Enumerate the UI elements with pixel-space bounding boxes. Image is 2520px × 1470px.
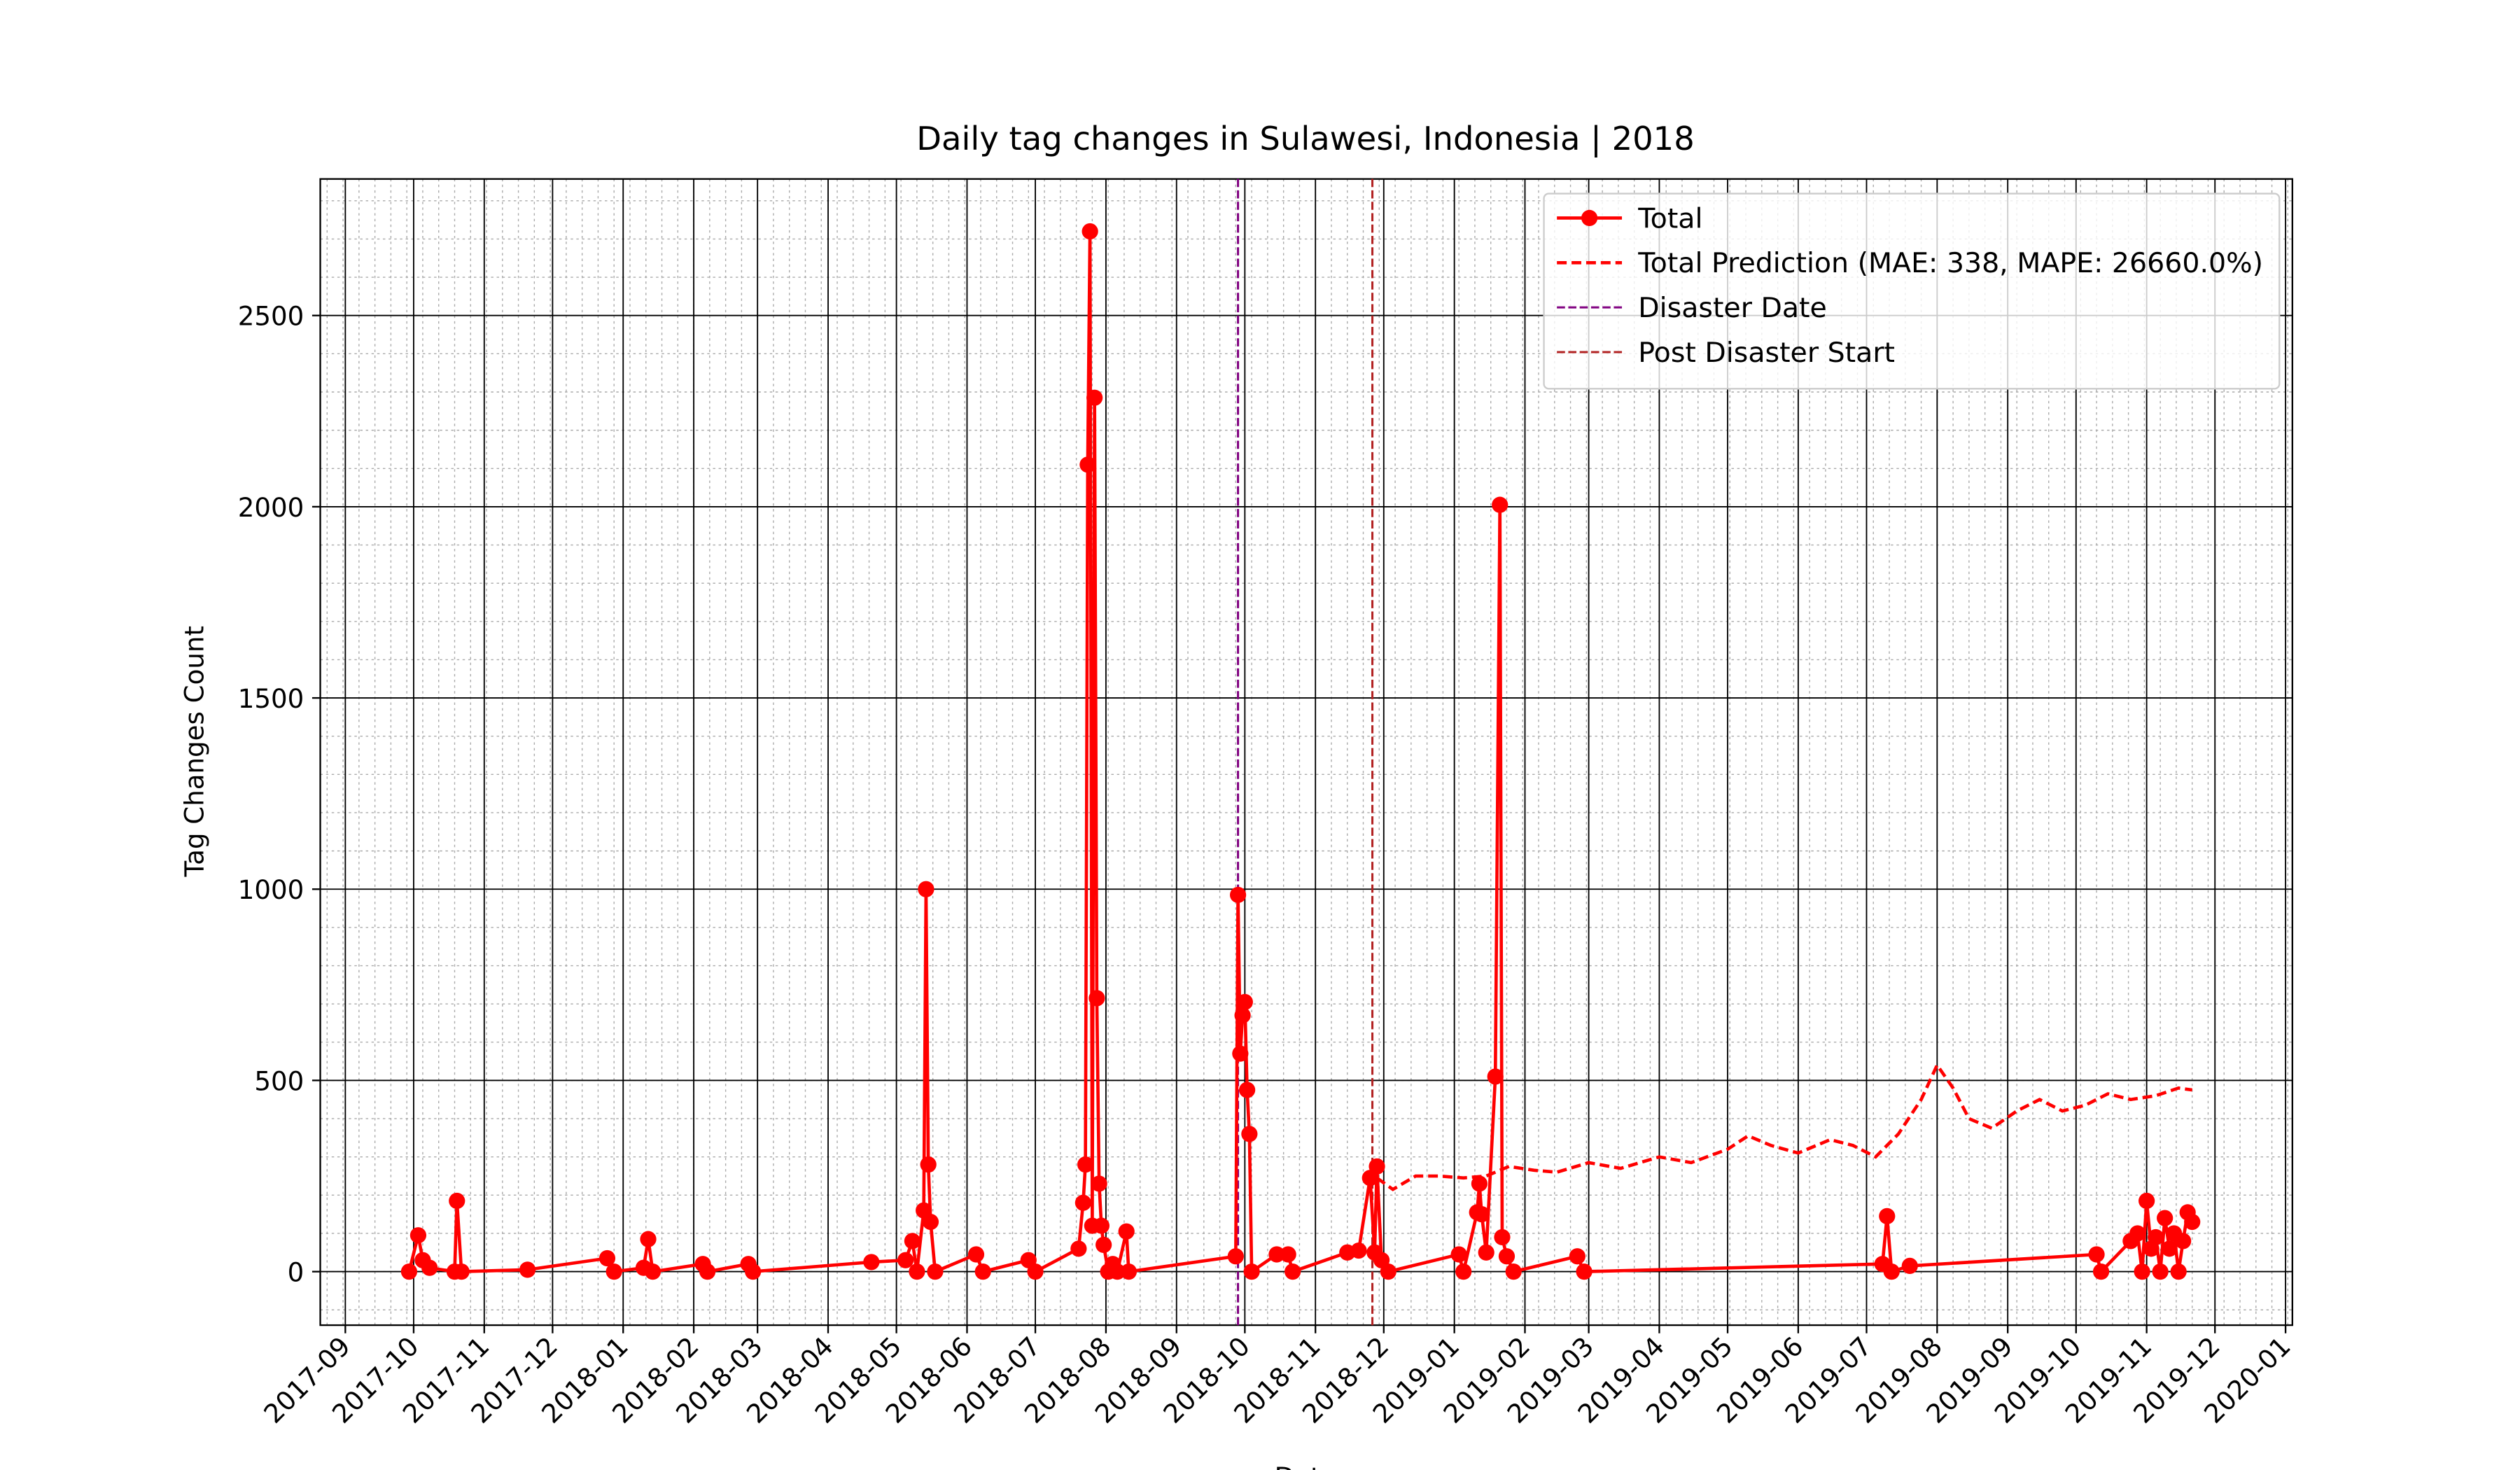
data-point <box>967 1246 985 1263</box>
data-point <box>421 1259 438 1276</box>
data-point <box>745 1263 762 1280</box>
data-point <box>699 1263 716 1280</box>
legend-label: Post Disaster Start <box>1638 337 1895 369</box>
data-point <box>1027 1263 1044 1280</box>
y-tick-label: 2500 <box>238 302 304 332</box>
data-point <box>640 1231 657 1247</box>
data-point <box>410 1227 427 1244</box>
data-point <box>909 1263 925 1280</box>
data-point <box>453 1263 470 1280</box>
legend-marker <box>1581 209 1598 227</box>
data-point <box>1079 456 1096 473</box>
data-point <box>1280 1246 1296 1263</box>
data-point <box>1241 1126 1258 1142</box>
data-point <box>1569 1248 1586 1265</box>
data-point <box>2152 1263 2169 1280</box>
legend-label: Total <box>1637 202 1702 234</box>
y-axis-label: Tag Changes Count <box>179 626 209 877</box>
data-point <box>1096 1236 1112 1253</box>
data-point <box>1284 1263 1301 1280</box>
legend-box <box>1543 192 2281 390</box>
data-point <box>1883 1263 1900 1280</box>
data-point <box>1505 1263 1522 1280</box>
data-point <box>904 1233 920 1250</box>
legend-label: Total Prediction (MAE: 338, MAPE: 26660.… <box>1637 247 2263 279</box>
data-point <box>2170 1263 2187 1280</box>
chart-title: Daily tag changes in Sulawesi, Indonesia… <box>916 120 1694 158</box>
data-point <box>1093 1217 1110 1234</box>
data-point <box>927 1263 944 1280</box>
data-point <box>1088 990 1105 1007</box>
data-point <box>2134 1263 2150 1280</box>
data-point <box>1478 1244 1494 1261</box>
data-point <box>1229 886 1247 904</box>
data-point <box>920 1156 937 1173</box>
data-point <box>1576 1263 1592 1280</box>
data-point <box>1494 1228 1511 1246</box>
legend-label: Disaster Date <box>1638 292 1827 324</box>
data-point <box>1368 1158 1385 1175</box>
data-point <box>1118 1223 1135 1240</box>
data-point <box>449 1192 465 1210</box>
data-point <box>644 1263 662 1280</box>
data-point <box>2148 1228 2164 1246</box>
data-point <box>2157 1210 2174 1226</box>
data-point <box>922 1213 939 1231</box>
data-point <box>1268 1246 1285 1263</box>
y-tick-label: 2000 <box>238 493 304 523</box>
data-point <box>2175 1233 2192 1250</box>
data-point <box>2088 1246 2105 1263</box>
data-point <box>1074 1194 1091 1211</box>
data-point <box>1474 1206 1490 1223</box>
data-point <box>1091 1175 1107 1192</box>
data-point <box>1120 1263 1138 1280</box>
data-point <box>606 1263 622 1280</box>
plot-frame <box>319 178 2293 1326</box>
data-point <box>1450 1246 1467 1263</box>
data-point <box>1471 1175 1488 1192</box>
data-point <box>1236 993 1253 1011</box>
data-point <box>1238 1082 1256 1098</box>
data-point <box>1234 1007 1251 1024</box>
data-point <box>1455 1263 1472 1280</box>
data-point <box>918 881 934 897</box>
data-point <box>2129 1225 2146 1242</box>
data-point <box>897 1252 914 1268</box>
data-point <box>1082 223 1098 240</box>
y-tick-label: 500 <box>254 1066 304 1096</box>
data-point <box>2161 1240 2178 1257</box>
data-point <box>1350 1242 1367 1259</box>
data-point <box>1879 1208 1896 1224</box>
data-point <box>400 1263 418 1280</box>
data-point <box>598 1250 616 1267</box>
data-point <box>863 1254 880 1270</box>
data-point <box>1498 1248 1516 1265</box>
data-point <box>1109 1263 1126 1280</box>
y-tick-label: 1000 <box>238 875 304 905</box>
y-tick-label: 0 <box>288 1258 304 1288</box>
data-point <box>1227 1248 1244 1265</box>
data-point <box>519 1261 536 1278</box>
data-point <box>1086 389 1103 406</box>
data-point <box>1077 1156 1094 1173</box>
data-point <box>1380 1263 1396 1280</box>
data-point <box>1243 1263 1260 1280</box>
data-point <box>974 1263 991 1280</box>
data-point <box>1487 1068 1504 1085</box>
data-point <box>2138 1192 2155 1210</box>
series-line <box>1376 1061 2193 1191</box>
data-point <box>2092 1263 2110 1280</box>
data-point <box>1232 1045 1249 1062</box>
data-point <box>2184 1213 2201 1231</box>
legend: Total Total Prediction (MAE: 338, MAPE: 2… <box>1543 192 2281 390</box>
data-point <box>1070 1240 1087 1257</box>
x-axis-label: Date <box>1275 1462 1337 1470</box>
data-point <box>1492 496 1508 513</box>
data-point <box>1901 1257 1918 1275</box>
y-tick-label: 1500 <box>238 684 304 714</box>
